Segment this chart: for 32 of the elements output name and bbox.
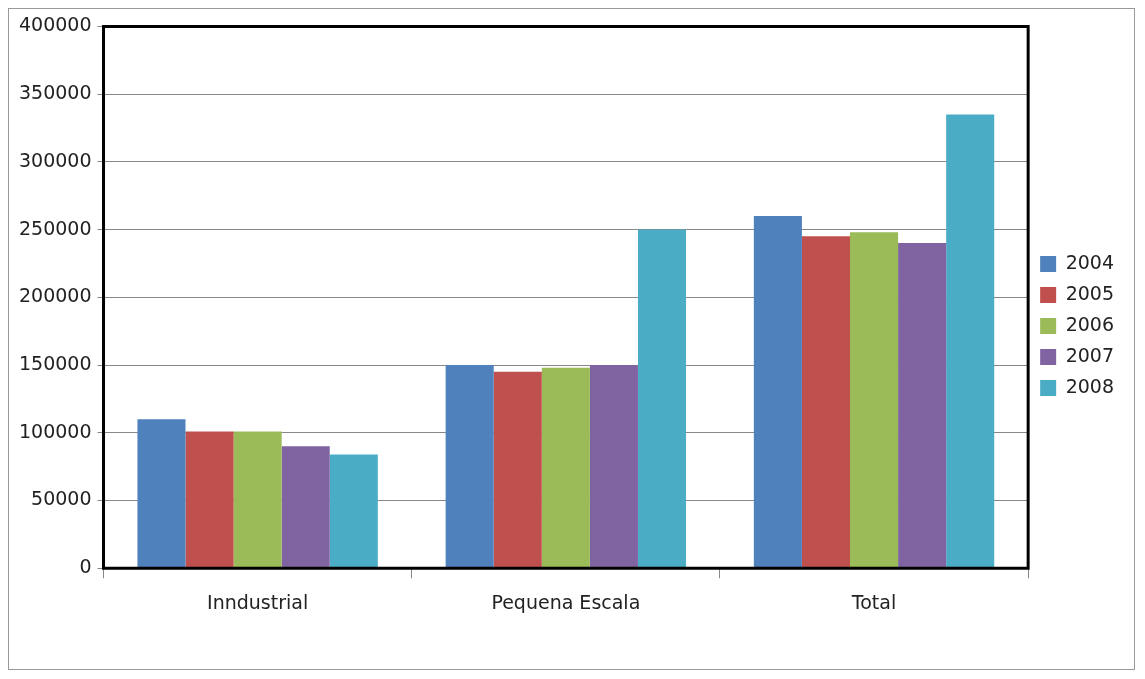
bar [850,232,899,568]
bar [589,365,638,568]
legend-label: 2004 [1065,250,1115,273]
bar [233,431,282,568]
bar [637,229,687,568]
legend-label: 2005 [1065,281,1115,304]
bar [801,236,850,568]
bar [753,216,802,568]
bar [445,365,494,568]
bar [329,454,378,568]
y-tick-label: 100000 [19,419,92,442]
legend-label: 2007 [1065,343,1115,366]
bar [281,446,330,568]
x-tick-label: Inndustrial [207,590,309,613]
bar [946,114,995,568]
bar [898,243,947,568]
x-tick-label: Total [850,590,897,613]
bar [541,367,590,568]
x-tick-label: Pequena Escala [491,590,641,613]
y-tick-label: 0 [79,555,92,578]
y-tick-label: 50000 [31,487,92,510]
bar [185,431,234,568]
y-tick-label: 250000 [19,216,92,239]
legend-label: 2006 [1065,312,1115,335]
y-tick-label: 400000 [19,13,92,36]
bar [137,419,186,568]
legend-label: 2008 [1065,374,1115,397]
y-tick-label: 300000 [19,148,92,171]
y-tick-label: 350000 [19,81,92,104]
y-tick-label: 200000 [19,284,92,307]
bar [493,371,542,568]
y-tick-label: 150000 [19,351,92,374]
